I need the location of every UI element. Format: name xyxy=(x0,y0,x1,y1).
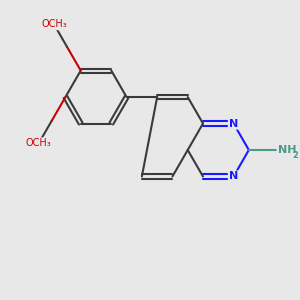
Text: OCH₃: OCH₃ xyxy=(26,138,52,148)
Text: N: N xyxy=(229,118,238,128)
Text: OCH₃: OCH₃ xyxy=(41,19,67,29)
Text: 2: 2 xyxy=(292,151,298,160)
Text: N: N xyxy=(229,172,238,182)
Text: NH: NH xyxy=(278,145,296,155)
